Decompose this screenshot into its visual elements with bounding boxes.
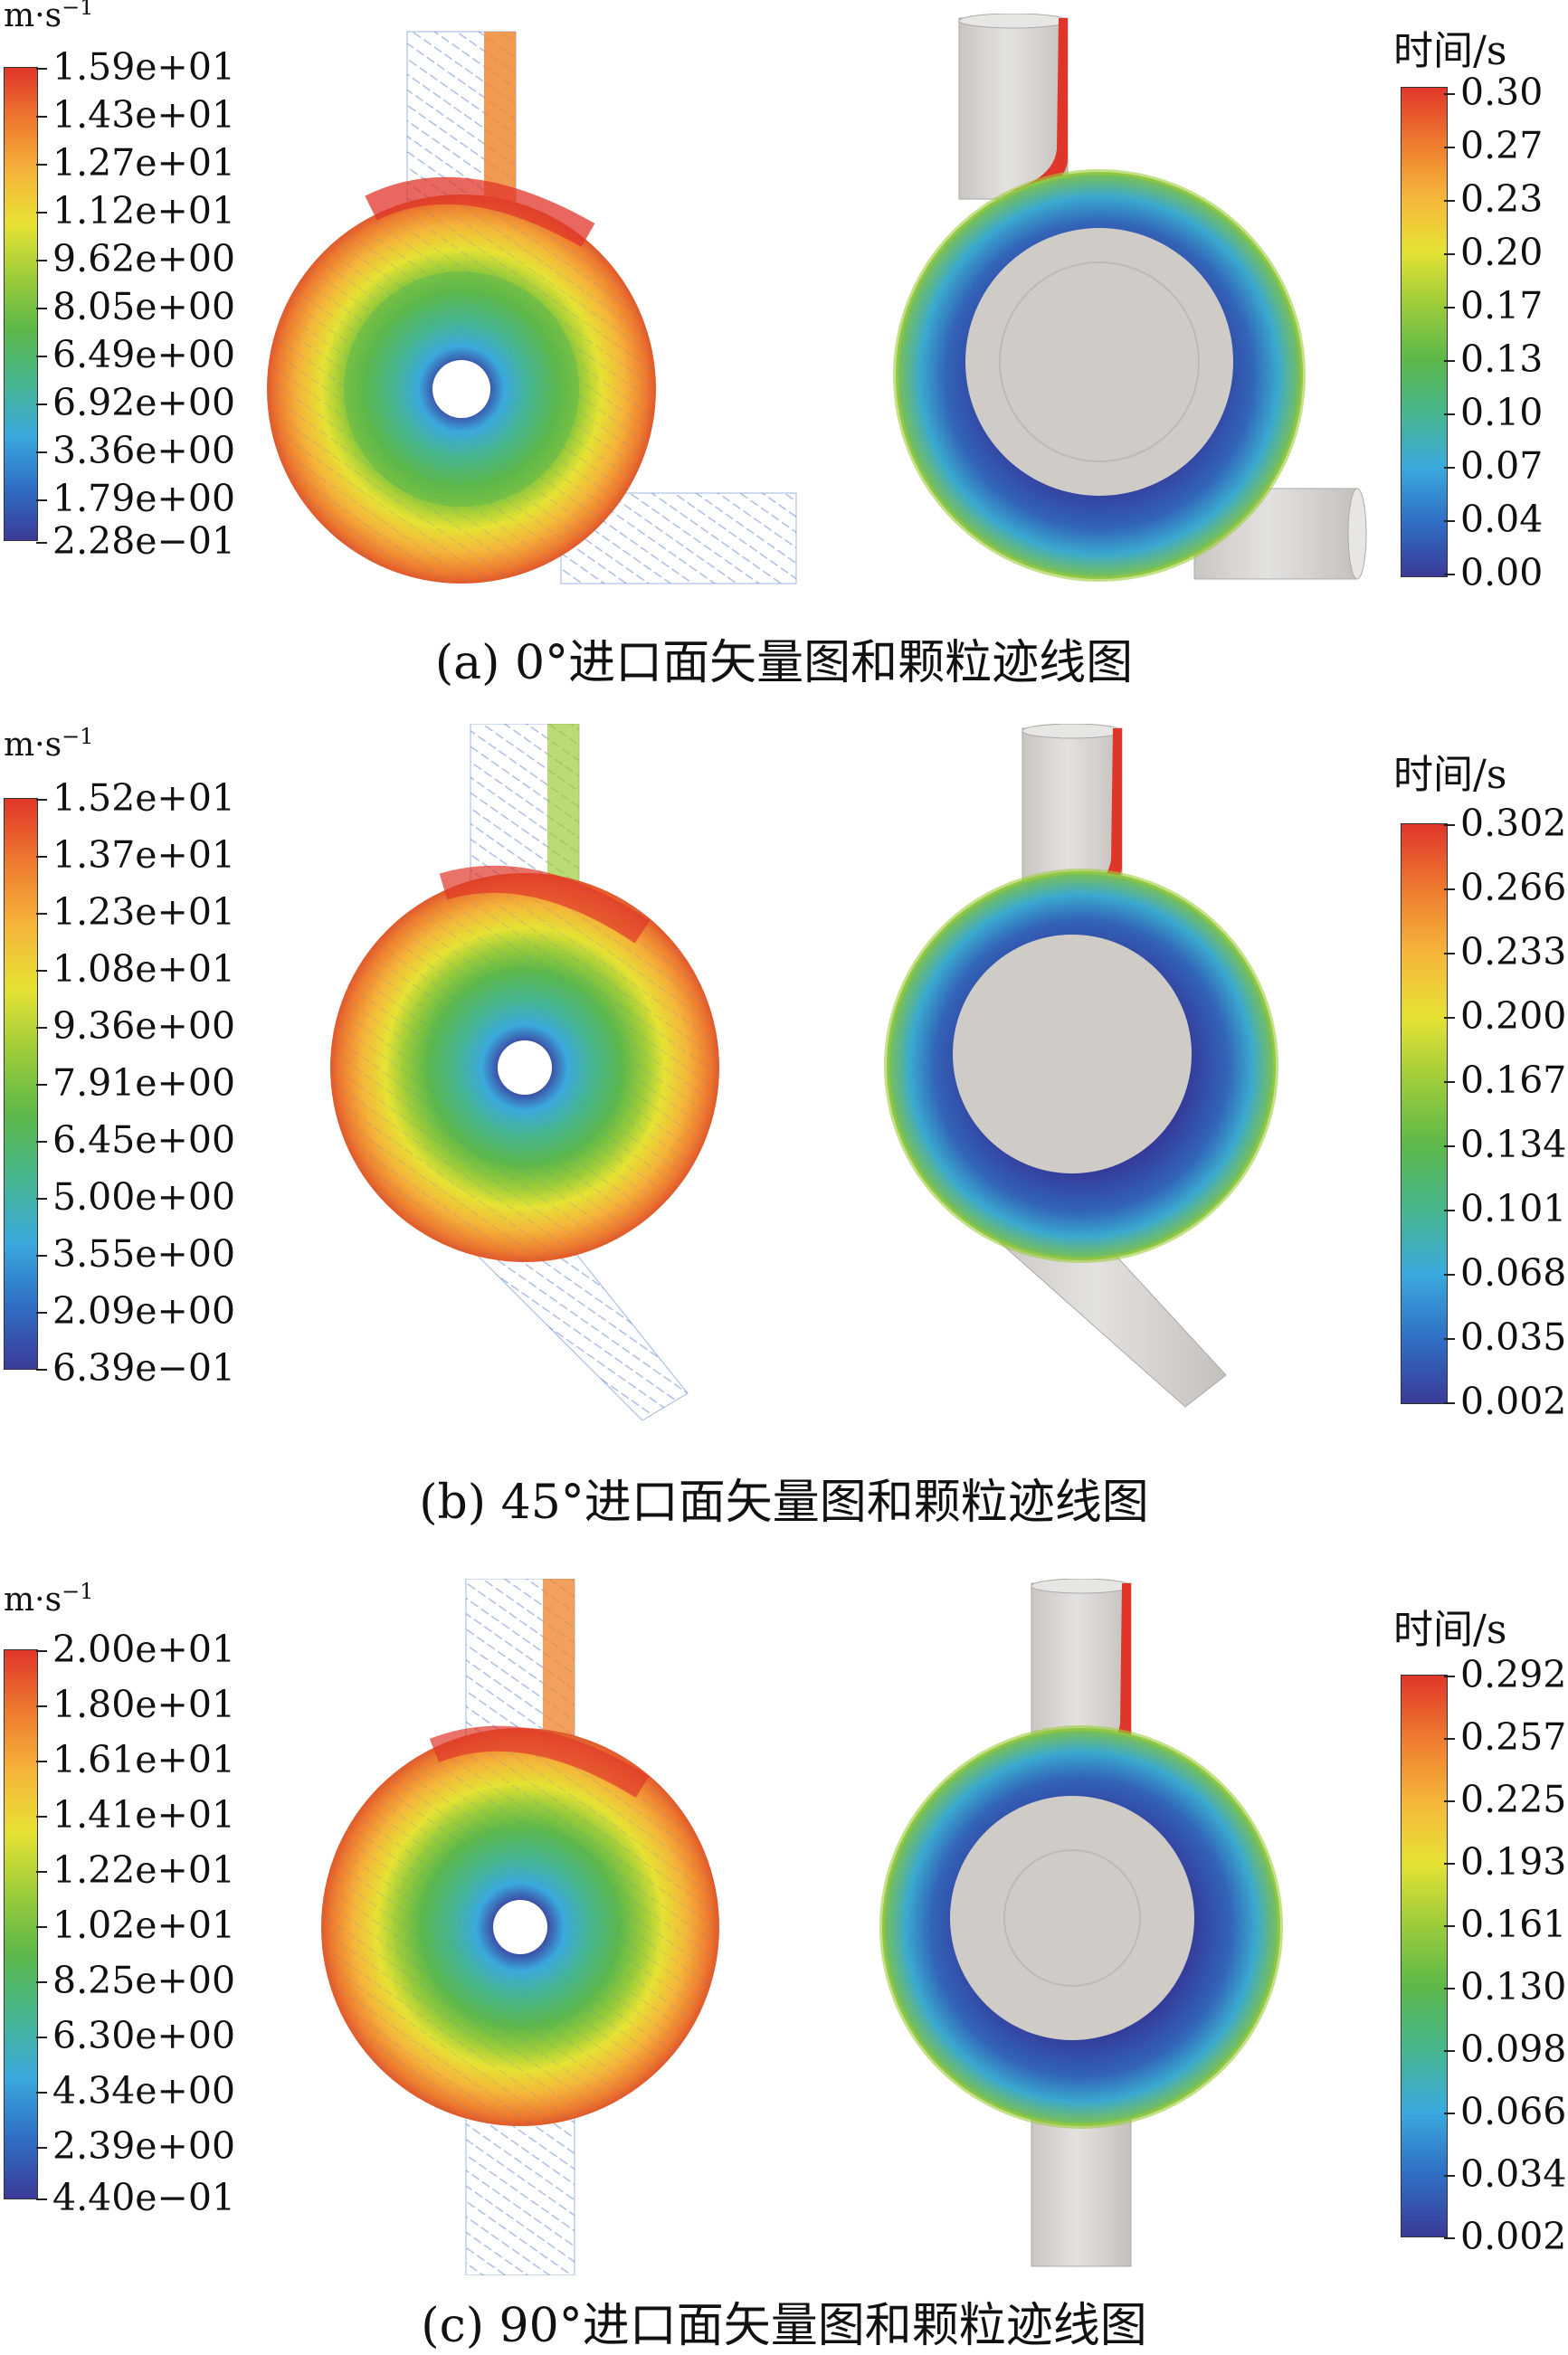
velocity-tick: 8.25e+00 [35, 1959, 236, 2002]
velocity-tick: 1.61e+01 [35, 1738, 236, 1781]
time-legend-title: 时间/s [1393, 1607, 1507, 1653]
velocity-tick: 6.92e+00 [35, 381, 236, 424]
velocity-tick: 4.34e+00 [35, 2069, 236, 2113]
velocity-unit: m·s−1 [4, 1579, 94, 1619]
velocity-tick: 9.62e+00 [35, 237, 236, 280]
time-tick: 0.233 [1443, 930, 1567, 973]
velocity-tick: 2.28e−01 [35, 519, 236, 563]
velocity-tick: 1.52e+01 [35, 776, 236, 820]
velocity-tick: 6.45e+00 [35, 1118, 236, 1162]
velocity-tick: 1.02e+01 [35, 1904, 236, 1947]
time-tick: 0.068 [1443, 1251, 1567, 1295]
velocity-colorbar [4, 1649, 38, 2199]
time-colorbar [1401, 1675, 1448, 2237]
velocity-tick: 2.39e+00 [35, 2124, 236, 2168]
time-legend-title: 时间/s [1393, 28, 1507, 74]
time-tick: 0.257 [1443, 1715, 1567, 1759]
velocity-colorbar [4, 67, 38, 541]
velocity-vector-figure [321, 1579, 719, 2275]
velocity-tick: 1.12e+01 [35, 189, 236, 233]
velocity-tick: 8.05e+00 [35, 285, 236, 328]
panel-a: m·s−1 1.59e+01 1.43e+01 1.27e+01 1.12e+0… [0, 0, 1568, 690]
velocity-colorbar [4, 798, 38, 1370]
time-legend-title: 时间/s [1393, 752, 1507, 798]
time-tick: 0.098 [1443, 2027, 1567, 2071]
particle-trajectory-figure [879, 1579, 1283, 2267]
velocity-tick: 2.09e+00 [35, 1289, 236, 1333]
panel-caption: (a) 0°进口面矢量图和颗粒迹线图 [434, 636, 1134, 690]
velocity-tick: 1.22e+01 [35, 1848, 236, 1892]
velocity-tick: 1.23e+01 [35, 890, 236, 934]
time-tick: 0.101 [1443, 1187, 1567, 1230]
velocity-vector-figure [330, 724, 719, 1420]
time-tick: 0.002 [1443, 1380, 1567, 1423]
time-tick: 0.00 [1443, 551, 1544, 594]
time-tick: 0.17 [1443, 284, 1544, 328]
time-tick: 0.200 [1443, 994, 1567, 1038]
time-tick: 0.035 [1443, 1315, 1567, 1359]
velocity-vector-figure [267, 31, 797, 584]
velocity-tick: 7.91e+00 [35, 1061, 236, 1105]
velocity-tick: 6.39e−01 [35, 1346, 236, 1390]
time-tick: 0.04 [1443, 498, 1544, 541]
velocity-tick: 1.41e+01 [35, 1793, 236, 1837]
velocity-tick: 1.37e+01 [35, 833, 236, 877]
velocity-tick: 1.08e+01 [35, 947, 236, 991]
velocity-tick: 3.55e+00 [35, 1232, 236, 1276]
velocity-tick: 4.40e−01 [35, 2176, 236, 2219]
particle-trajectory-figure [884, 724, 1278, 1408]
time-colorbar [1401, 823, 1448, 1404]
velocity-tick: 1.27e+01 [35, 141, 236, 185]
time-tick: 0.27 [1443, 124, 1544, 167]
time-tick: 0.225 [1443, 1778, 1567, 1821]
time-tick: 0.167 [1443, 1059, 1567, 1102]
velocity-tick: 9.36e+00 [35, 1004, 236, 1048]
time-tick: 0.193 [1443, 1840, 1567, 1884]
time-tick: 0.002 [1443, 2215, 1567, 2258]
time-tick: 0.161 [1443, 1903, 1567, 1946]
time-tick: 0.07 [1443, 444, 1544, 488]
time-tick: 0.30 [1443, 71, 1544, 114]
panel-caption: (b) 45°进口面矢量图和颗粒迹线图 [419, 1476, 1149, 1530]
time-tick: 0.20 [1443, 231, 1544, 274]
velocity-unit: m·s−1 [4, 0, 94, 34]
velocity-tick: 6.30e+00 [35, 2014, 236, 2057]
velocity-tick: 1.43e+01 [35, 93, 236, 137]
time-tick: 0.134 [1443, 1123, 1567, 1166]
time-tick: 0.266 [1443, 866, 1567, 909]
time-tick: 0.066 [1443, 2090, 1567, 2133]
panel-c: m·s−1 2.00e+01 1.80e+01 1.61e+01 1.41e+0… [0, 1579, 1568, 2353]
time-tick: 0.292 [1443, 1653, 1567, 1696]
velocity-tick: 1.59e+01 [35, 45, 236, 89]
particle-trajectory-figure [893, 14, 1367, 582]
velocity-tick: 3.36e+00 [35, 429, 236, 472]
velocity-unit: m·s−1 [4, 724, 94, 764]
time-tick: 0.10 [1443, 391, 1544, 434]
velocity-tick: 2.00e+01 [35, 1628, 236, 1671]
velocity-tick: 1.79e+00 [35, 477, 236, 520]
panel-caption: (c) 90°进口面矢量图和颗粒迹线图 [421, 2299, 1147, 2353]
time-tick: 0.302 [1443, 802, 1567, 845]
panel-b: m·s−1 1.52e+01 1.37e+01 1.23e+01 1.08e+0… [0, 724, 1568, 1556]
time-tick: 0.130 [1443, 1965, 1567, 2008]
time-tick: 0.034 [1443, 2152, 1567, 2196]
velocity-tick: 6.49e+00 [35, 333, 236, 376]
velocity-tick: 5.00e+00 [35, 1175, 236, 1219]
velocity-tick: 1.80e+01 [35, 1683, 236, 1726]
time-colorbar [1401, 87, 1448, 577]
time-tick: 0.23 [1443, 177, 1544, 221]
time-tick: 0.13 [1443, 337, 1544, 381]
